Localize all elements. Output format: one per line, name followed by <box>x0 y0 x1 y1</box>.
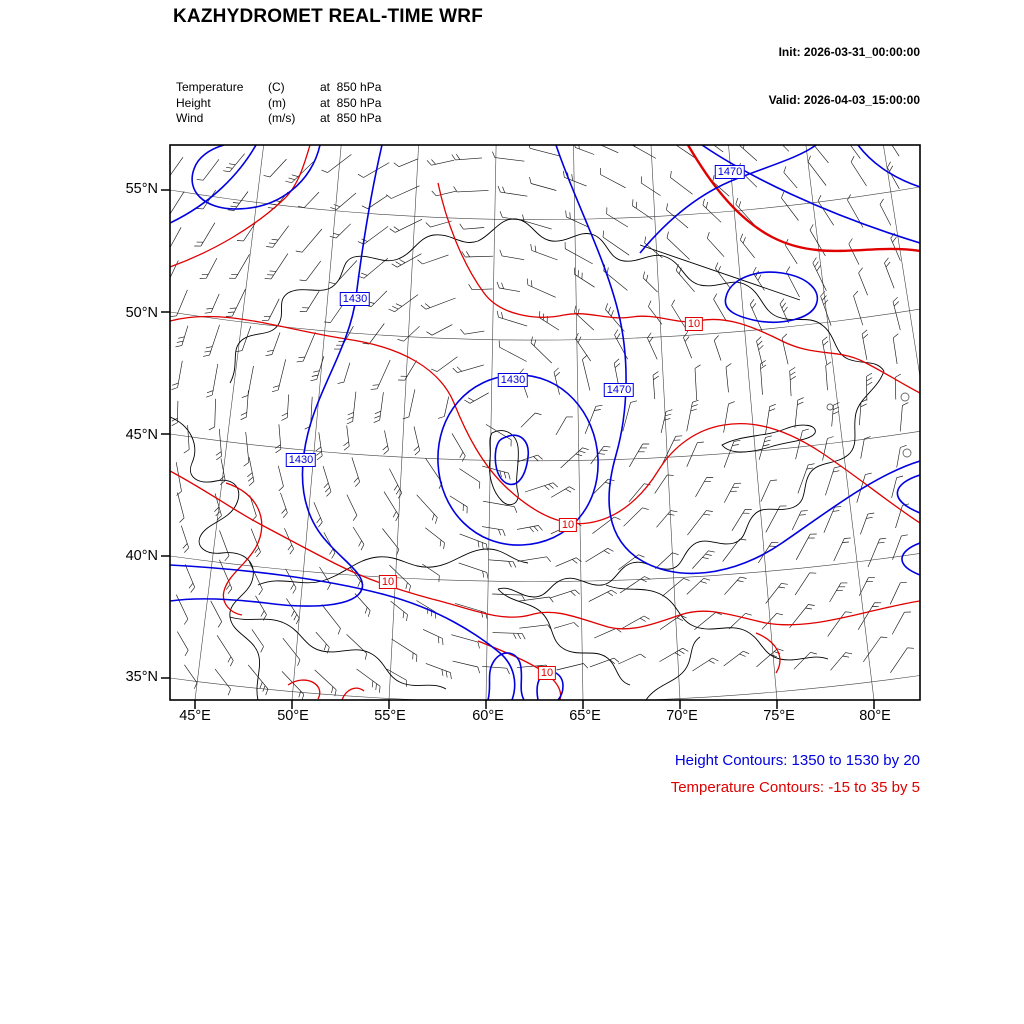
temperature-contour-label: 10 <box>378 575 398 589</box>
legend-level: at 850 hPa <box>320 80 382 94</box>
map-area: 1470 1430 1430 1470 1430 10 10 10 10 <box>161 144 921 709</box>
weather-map-canvas <box>161 144 921 709</box>
lon-tick-label: 65°E <box>569 708 601 724</box>
lat-tick-label: 35°N <box>125 669 158 685</box>
height-contour-label: 1470 <box>603 383 635 397</box>
temperature-contour-label: 10 <box>537 666 557 680</box>
height-contour-label: 1430 <box>285 453 317 467</box>
legend-field: Wind <box>176 111 204 125</box>
height-contour-label: 1430 <box>497 373 529 387</box>
valid-time: Valid: 2026-04-03_15:00:00 <box>768 93 920 107</box>
lon-tick-label: 55°E <box>374 708 406 724</box>
height-contours-note: Height Contours: 1350 to 1530 by 20 <box>674 752 920 769</box>
legend-row-height: Height (m) at 850 hPa <box>176 96 381 112</box>
country-borders <box>170 218 912 700</box>
map-frame <box>169 144 921 701</box>
page-title: KAZHYDROMET REAL-TIME WRF <box>173 6 484 27</box>
legend-level: at 850 hPa <box>320 95 382 110</box>
lat-tick-label: 55°N <box>125 181 158 197</box>
temperature-contour-label: 10 <box>558 518 578 532</box>
lat-tick-label: 40°N <box>125 548 158 564</box>
legend-field: Temperature <box>176 80 244 94</box>
init-time: Init: 2026-03-31_00:00:00 <box>778 45 920 59</box>
run-info: Init: 2026-03-31_00:00:00 Valid: 2026-04… <box>769 12 920 124</box>
legend-unit: (m/s) <box>268 111 296 125</box>
temperature-contour-label: 10 <box>684 317 704 331</box>
legend-field: Height <box>176 95 211 110</box>
temperature-contours-note: Temperature Contours: -15 to 35 by 5 <box>670 779 920 796</box>
lon-tick-label: 45°E <box>179 708 211 724</box>
height-contours <box>170 145 920 700</box>
lat-tick-label: 50°N <box>125 305 158 321</box>
lon-tick-label: 70°E <box>666 708 698 724</box>
legend-level: at 850 hPa <box>320 111 382 125</box>
wind-barbs <box>170 145 914 700</box>
field-legend: Temperature (C) at 850 hPa Height (m) at… <box>176 80 381 127</box>
graticule-lines <box>170 145 920 700</box>
lat-tick-label: 45°N <box>125 427 158 443</box>
lon-tick-label: 80°E <box>859 708 891 724</box>
axis-ticks <box>161 189 875 709</box>
legend-unit: (m) <box>268 95 286 110</box>
lon-tick-label: 60°E <box>472 708 504 724</box>
height-contour-label: 1470 <box>714 165 746 179</box>
legend-row-temperature: Temperature (C) at 850 hPa <box>176 80 381 96</box>
legend-unit: (C) <box>268 80 285 94</box>
legend-row-wind: Wind (m/s) at 850 hPa <box>176 111 381 127</box>
lon-tick-label: 50°E <box>277 708 309 724</box>
height-contour-label: 1430 <box>339 292 371 306</box>
lon-tick-label: 75°E <box>763 708 795 724</box>
